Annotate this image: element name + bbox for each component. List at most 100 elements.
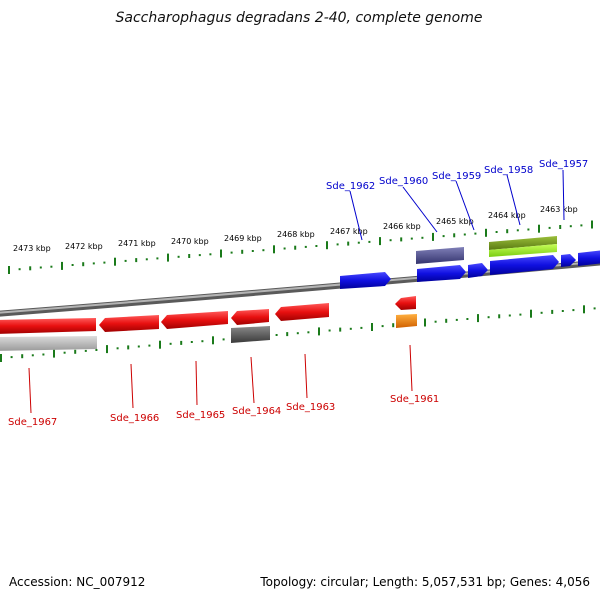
scale-minor-tick bbox=[540, 311, 543, 314]
gene-feature-sde-1956[interactable] bbox=[578, 250, 600, 266]
scale-minor-tick bbox=[559, 225, 562, 229]
scale-minor-tick bbox=[251, 250, 254, 252]
scale-major-tick bbox=[114, 257, 116, 266]
scale-minor-tick bbox=[548, 226, 551, 229]
scale-minor-tick bbox=[519, 313, 522, 316]
scale-major-tick bbox=[167, 253, 169, 262]
scale-minor-tick bbox=[39, 266, 42, 269]
gene-feature-sde-1965[interactable] bbox=[161, 311, 228, 329]
scale-minor-tick bbox=[392, 323, 395, 328]
scale-minor-tick bbox=[434, 320, 437, 323]
gene-feature-sde-1966[interactable] bbox=[99, 315, 159, 332]
gene-feature-sde-1958[interactable] bbox=[490, 255, 559, 275]
gene-label-sde-1966[interactable]: Sde_1966 bbox=[110, 413, 159, 424]
scale-minor-tick bbox=[463, 233, 466, 236]
scale-minor-tick bbox=[445, 318, 448, 323]
forward-strand-genes bbox=[340, 236, 600, 289]
gene-feature-sde-1961[interactable] bbox=[395, 296, 416, 310]
scale-minor-tick bbox=[137, 345, 140, 348]
leader-line bbox=[195, 360, 198, 406]
gene-label-sde-1967[interactable]: Sde_1967 bbox=[8, 417, 57, 428]
gene-label-sde-1963[interactable]: Sde_1963 bbox=[286, 402, 335, 413]
scale-minor-tick bbox=[230, 251, 233, 254]
scale-major-tick bbox=[371, 323, 373, 331]
scale-minor-tick bbox=[421, 236, 424, 239]
scale-minor-tick bbox=[31, 354, 34, 357]
gene-feature-sde-1964-rna[interactable] bbox=[231, 326, 270, 343]
gene-label-sde-1962[interactable]: Sde_1962 bbox=[326, 181, 375, 192]
scale-minor-tick bbox=[116, 347, 119, 350]
leader-line bbox=[304, 353, 308, 399]
scale-minor-tick bbox=[42, 353, 45, 356]
scale-major-tick bbox=[530, 309, 532, 318]
scale-minor-tick bbox=[156, 257, 159, 260]
leader-line bbox=[349, 190, 363, 241]
gene-feature-sde-1959[interactable] bbox=[468, 263, 488, 278]
upper-scale-track bbox=[8, 220, 593, 274]
gene-feature-sde-1964[interactable] bbox=[231, 309, 269, 325]
leader-line bbox=[506, 174, 521, 226]
gene-feature-sde-1958-track[interactable] bbox=[489, 236, 557, 250]
scale-minor-tick bbox=[10, 356, 13, 359]
scale-minor-tick bbox=[135, 258, 138, 263]
scale-minor-tick bbox=[349, 327, 352, 330]
scale-minor-tick bbox=[188, 254, 191, 258]
reverse-strand-genes bbox=[0, 296, 417, 351]
tick-label: 2468 kbp bbox=[277, 230, 315, 239]
leader-line bbox=[562, 169, 565, 221]
scale-minor-tick bbox=[95, 349, 98, 351]
gene-label-sde-1960[interactable]: Sde_1960 bbox=[379, 176, 428, 187]
scale-minor-tick bbox=[124, 259, 127, 262]
scale-minor-tick bbox=[92, 262, 95, 265]
gene-feature-sde-1961-rna[interactable] bbox=[396, 314, 417, 328]
scale-minor-tick bbox=[307, 331, 310, 334]
leader-line bbox=[250, 356, 255, 404]
scale-minor-tick bbox=[145, 258, 148, 261]
scale-minor-tick bbox=[29, 266, 32, 271]
scale-minor-tick bbox=[400, 237, 403, 242]
scale-minor-tick bbox=[455, 318, 458, 321]
gene-label-sde-1959[interactable]: Sde_1959 bbox=[432, 171, 481, 182]
scale-minor-tick bbox=[381, 325, 384, 328]
scale-minor-tick bbox=[336, 243, 339, 246]
gene-feature-sde-1967-rna[interactable] bbox=[0, 336, 97, 351]
scale-major-tick bbox=[318, 327, 320, 336]
scale-minor-tick bbox=[572, 309, 575, 312]
gene-label-sde-1957[interactable]: Sde_1957 bbox=[539, 159, 588, 170]
gene-feature-sde-1960[interactable] bbox=[417, 265, 466, 282]
scale-minor-tick bbox=[169, 342, 172, 345]
gene-feature-sde-1962[interactable] bbox=[340, 272, 391, 289]
scale-minor-tick bbox=[63, 351, 66, 354]
gene-label-sde-1964[interactable]: Sde_1964 bbox=[232, 406, 281, 417]
scale-major-tick bbox=[106, 345, 108, 354]
scale-minor-tick bbox=[360, 326, 363, 329]
scale-minor-tick bbox=[296, 332, 299, 335]
scale-major-tick bbox=[591, 220, 593, 229]
scale-minor-tick bbox=[516, 229, 519, 232]
gene-feature-sde-1958-rna[interactable] bbox=[489, 244, 557, 257]
gene-label-sde-1958[interactable]: Sde_1958 bbox=[484, 165, 533, 176]
gene-feature-sde-1960-rna[interactable] bbox=[416, 247, 464, 264]
scale-major-tick bbox=[379, 237, 381, 246]
accession-text: Accession: NC_007912 bbox=[9, 575, 145, 589]
tick-label: 2473 kbp bbox=[13, 244, 51, 253]
scale-minor-tick bbox=[410, 237, 413, 240]
gene-feature-sde-1957[interactable] bbox=[561, 254, 576, 267]
scale-minor-tick bbox=[177, 255, 180, 258]
scale-major-tick bbox=[538, 224, 540, 233]
tick-label: 2466 kbp bbox=[383, 222, 421, 231]
gene-label-sde-1965[interactable]: Sde_1965 bbox=[176, 410, 225, 421]
gene-label-sde-1961[interactable]: Sde_1961 bbox=[390, 394, 439, 405]
scale-major-tick bbox=[8, 266, 10, 274]
gene-feature-sde-1967[interactable] bbox=[0, 318, 96, 334]
scale-minor-tick bbox=[442, 235, 445, 238]
scale-minor-tick bbox=[209, 253, 212, 256]
scale-minor-tick bbox=[201, 340, 204, 343]
tick-label: 2467 kbp bbox=[330, 227, 368, 236]
scale-minor-tick bbox=[275, 334, 278, 336]
scale-minor-tick bbox=[18, 268, 21, 271]
scale-major-tick bbox=[61, 261, 63, 270]
gene-feature-sde-1963[interactable] bbox=[275, 303, 329, 321]
scale-minor-tick bbox=[82, 262, 85, 267]
scale-major-tick bbox=[432, 232, 434, 241]
